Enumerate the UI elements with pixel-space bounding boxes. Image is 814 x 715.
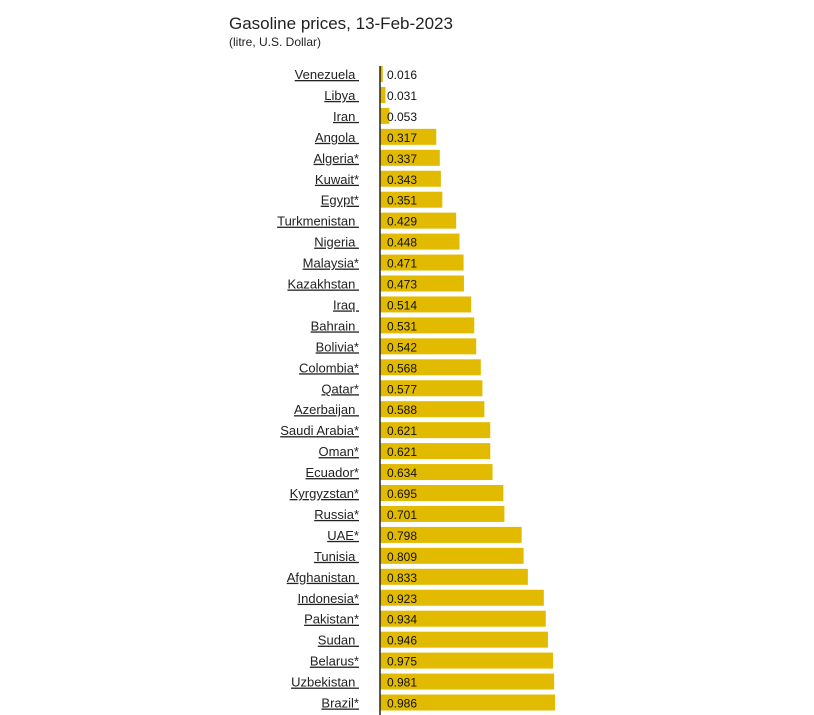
- bar-tunisia: [380, 547, 524, 564]
- bar-egypt: [380, 191, 443, 208]
- value-label-brazil: 0.986: [387, 697, 417, 711]
- value-label-ecuador: 0.634: [387, 466, 417, 480]
- category-label-oman[interactable]: Oman*: [319, 444, 359, 459]
- bar-venezuela: [380, 66, 383, 82]
- bar-kyrgyzstan: [380, 485, 504, 501]
- value-label-indonesia: 0.923: [387, 592, 417, 606]
- bar-brazil: [380, 694, 556, 711]
- value-label-kazakhstan: 0.473: [387, 278, 417, 292]
- bar-ecuador: [380, 464, 493, 481]
- category-label-venezuela[interactable]: Venezuela: [295, 67, 359, 82]
- bar-iran: [380, 107, 390, 124]
- value-label-angola: 0.317: [387, 131, 417, 145]
- category-label-egypt[interactable]: Egypt*: [321, 193, 359, 208]
- bar-saudi-arabia: [380, 422, 491, 439]
- category-label-uzbekistan[interactable]: Uzbekistan: [291, 675, 359, 690]
- bar-nigeria: [380, 233, 460, 250]
- value-label-pakistan: 0.934: [387, 613, 417, 627]
- value-label-oman: 0.621: [387, 445, 417, 459]
- category-label-colombia[interactable]: Colombia*: [299, 360, 359, 375]
- value-label-turkmenistan: 0.429: [387, 215, 417, 229]
- category-label-bahrain[interactable]: Bahrain: [311, 318, 359, 333]
- category-label-belarus[interactable]: Belarus*: [310, 654, 359, 669]
- category-label-sudan[interactable]: Sudan: [318, 633, 359, 648]
- bar-pakistan: [380, 610, 546, 627]
- value-label-colombia: 0.568: [387, 361, 417, 375]
- value-label-azerbaijan: 0.588: [387, 403, 417, 417]
- category-label-iraq[interactable]: Iraq: [333, 297, 359, 312]
- category-label-turkmenistan[interactable]: Turkmenistan: [277, 214, 359, 229]
- bar-kuwait: [380, 170, 441, 187]
- bar-iraq: [380, 296, 472, 313]
- value-label-algeria: 0.337: [387, 152, 417, 166]
- value-label-malaysia: 0.471: [387, 257, 417, 271]
- category-label-malaysia[interactable]: Malaysia*: [303, 256, 359, 271]
- bar-libya: [380, 86, 386, 103]
- category-label-afghanistan[interactable]: Afghanistan: [287, 570, 359, 585]
- value-label-afghanistan: 0.833: [387, 571, 417, 585]
- value-label-belarus: 0.975: [387, 655, 417, 669]
- bar-oman: [380, 443, 491, 460]
- bar-bolivia: [380, 338, 477, 355]
- bar-uae: [380, 526, 522, 543]
- bar-russia: [380, 505, 505, 522]
- value-label-libya: 0.031: [387, 89, 417, 103]
- category-label-nigeria[interactable]: Nigeria: [314, 235, 359, 250]
- bar-sudan: [380, 631, 548, 648]
- value-label-venezuela: 0.016: [387, 68, 417, 82]
- value-label-nigeria: 0.448: [387, 236, 417, 250]
- category-label-ecuador[interactable]: Ecuador*: [306, 465, 359, 480]
- category-label-iran[interactable]: Iran: [333, 109, 359, 124]
- bar-turkmenistan: [380, 212, 457, 229]
- bar-qatar: [380, 380, 483, 397]
- value-label-bahrain: 0.531: [387, 319, 417, 333]
- value-label-kuwait: 0.343: [387, 173, 417, 187]
- bar-malaysia: [380, 254, 464, 271]
- bar-uzbekistan: [380, 673, 555, 690]
- value-label-uae: 0.798: [387, 529, 417, 543]
- value-label-saudi-arabia: 0.621: [387, 424, 417, 438]
- value-label-russia: 0.701: [387, 508, 417, 522]
- category-label-brazil[interactable]: Brazil*: [321, 696, 359, 711]
- bar-angola: [380, 128, 437, 145]
- category-label-saudi-arabia[interactable]: Saudi Arabia*: [280, 423, 359, 438]
- category-label-indonesia[interactable]: Indonesia*: [298, 591, 359, 606]
- value-label-tunisia: 0.809: [387, 550, 417, 564]
- value-label-uzbekistan: 0.981: [387, 676, 417, 690]
- category-label-pakistan[interactable]: Pakistan*: [304, 612, 359, 627]
- category-label-tunisia[interactable]: Tunisia: [314, 549, 359, 564]
- bar-indonesia: [380, 589, 544, 606]
- value-label-qatar: 0.577: [387, 382, 417, 396]
- value-label-kyrgyzstan: 0.695: [387, 487, 417, 501]
- category-label-azerbaijan[interactable]: Azerbaijan: [294, 402, 359, 417]
- category-label-russia[interactable]: Russia*: [314, 507, 359, 522]
- category-label-uae[interactable]: UAE*: [327, 528, 359, 543]
- chart-subtitle: (litre, U.S. Dollar): [229, 35, 322, 49]
- category-label-kuwait[interactable]: Kuwait*: [315, 172, 359, 187]
- value-label-iraq: 0.514: [387, 298, 417, 312]
- bar-afghanistan: [380, 568, 528, 585]
- bar-algeria: [380, 149, 440, 166]
- bar-azerbaijan: [380, 401, 485, 418]
- value-label-iran: 0.053: [387, 110, 417, 124]
- value-label-sudan: 0.946: [387, 634, 417, 648]
- category-label-algeria[interactable]: Algeria*: [313, 151, 359, 166]
- value-label-bolivia: 0.542: [387, 340, 417, 354]
- chart-title: Gasoline prices, 13-Feb-2023: [229, 14, 453, 33]
- bar-belarus: [380, 652, 554, 669]
- bar-bahrain: [380, 317, 475, 334]
- bar-colombia: [380, 359, 481, 376]
- category-label-kazakhstan[interactable]: Kazakhstan: [287, 277, 359, 292]
- category-label-libya[interactable]: Libya: [324, 88, 359, 103]
- category-label-qatar[interactable]: Qatar*: [321, 381, 359, 396]
- category-label-angola[interactable]: Angola: [315, 130, 359, 145]
- bar-kazakhstan: [380, 275, 464, 292]
- category-label-bolivia[interactable]: Bolivia*: [316, 339, 359, 354]
- value-label-egypt: 0.351: [387, 194, 417, 208]
- category-label-kyrgyzstan[interactable]: Kyrgyzstan*: [290, 486, 359, 501]
